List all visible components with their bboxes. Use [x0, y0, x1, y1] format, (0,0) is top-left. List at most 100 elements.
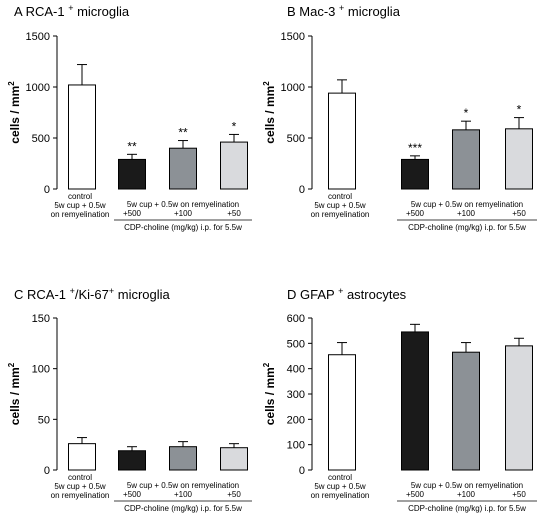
control-label-line2: 5w cup + 0.5w: [314, 201, 366, 210]
dose-label: +500: [406, 209, 425, 218]
bar-dose-50: [220, 447, 248, 471]
treatment-label: CDP-choline (mg/kg) i.p. for 5.5w: [124, 504, 242, 513]
y-axis-label-superscript: 2: [262, 362, 271, 367]
bar-control: [328, 92, 356, 190]
significance-marker: **: [127, 139, 137, 153]
title-superscript: +: [70, 286, 75, 296]
panel-letter: C: [14, 287, 27, 302]
control-label-line1: control: [328, 192, 352, 201]
title-mid: /Ki-67: [75, 287, 109, 302]
bar-dose-500: [118, 158, 146, 190]
y-tick-label: 0: [44, 184, 50, 196]
y-tick-label: 100: [287, 440, 305, 452]
group-header: 5w cup + 0.5w on remyelination: [411, 200, 523, 209]
y-axis-label: cells / mm2: [7, 81, 22, 144]
treatment-label: CDP-choline (mg/kg) i.p. for 5.5w: [408, 223, 526, 232]
y-axis-label-text: cells / mm: [8, 86, 22, 144]
bar-dose-500: [401, 331, 429, 471]
y-tick-label: 500: [287, 133, 305, 145]
panel-d: D GFAP + astrocytes cells / mm2 0 100 200 300…: [262, 286, 537, 513]
dose-label: +100: [457, 490, 476, 499]
y-tick-label: 1000: [26, 82, 50, 94]
title-superscript: +: [339, 3, 344, 13]
panel-letter: D: [287, 287, 300, 302]
bar-dose-50: [220, 141, 248, 190]
dose-label: +500: [406, 490, 425, 499]
y-tick-label: 0: [299, 184, 305, 196]
title-superscript: +: [338, 286, 343, 296]
control-label-line2: 5w cup + 0.5w: [314, 482, 366, 491]
y-tick-label: 200: [287, 414, 305, 426]
bar-dose-50: [505, 128, 533, 190]
dose-label: +100: [174, 490, 193, 499]
y-axis-label-text: cells / mm: [263, 86, 277, 144]
dose-label: +500: [123, 490, 142, 499]
title-suffix: astrocytes: [343, 287, 406, 302]
y-tick-label: 1500: [26, 31, 50, 43]
dose-label: +500: [123, 209, 142, 218]
y-tick-label: 100: [32, 364, 50, 376]
dose-label: +50: [512, 209, 526, 218]
title-marker: RCA-1: [27, 287, 70, 302]
bar-control: [68, 443, 96, 471]
control-label-line3: on remyelination: [311, 491, 370, 500]
y-tick-label: 500: [32, 133, 50, 145]
bar-control: [328, 354, 356, 471]
treatment-label: CDP-choline (mg/kg) i.p. for 5.5w: [408, 504, 526, 513]
panel-letter: B: [287, 4, 299, 19]
panel-title: A RCA-1 + microglia: [14, 3, 130, 19]
y-axis-label-text: cells / mm: [8, 367, 22, 425]
panel-title: C RCA-1 +/Ki-67+ microglia: [14, 286, 171, 302]
y-axis-label-superscript: 2: [262, 81, 271, 86]
y-axis-label: cells / mm2: [262, 81, 277, 144]
y-tick-label: 0: [44, 465, 50, 477]
y-axis-label: cells / mm2: [262, 362, 277, 425]
y-tick-label: 500: [287, 338, 305, 350]
significance-marker: ***: [408, 141, 422, 155]
y-axis-label-superscript: 2: [7, 362, 16, 367]
title-marker: GFAP: [300, 287, 338, 302]
panel-title: B Mac-3 + microglia: [287, 3, 401, 19]
y-tick-label: 300: [287, 389, 305, 401]
bar-dose-500: [118, 450, 146, 471]
dose-label: +50: [512, 490, 526, 499]
bar-control: [68, 84, 96, 190]
significance-marker: *: [517, 103, 522, 117]
bar-dose-100: [169, 446, 197, 471]
bar-dose-500: [401, 158, 429, 190]
group-header: 5w cup + 0.5w on remyelination: [411, 481, 523, 490]
dose-label: +100: [174, 209, 193, 218]
group-header: 5w cup + 0.5w on remyelination: [127, 200, 239, 209]
group-header: 5w cup + 0.5w on remyelination: [127, 481, 239, 490]
control-label-line1: control: [328, 473, 352, 482]
y-tick-label: 400: [287, 364, 305, 376]
dose-label: +50: [227, 209, 241, 218]
y-tick-label: 1500: [281, 31, 305, 43]
dose-label: +100: [457, 209, 476, 218]
significance-marker: *: [464, 106, 469, 120]
panel-c: C RCA-1 +/Ki-67+ microglia cells / mm2 0 50…: [7, 286, 252, 513]
title-marker: RCA-1: [26, 4, 69, 19]
title-suffix: microglia: [114, 287, 170, 302]
significance-marker: *: [232, 119, 237, 133]
significance-marker: **: [178, 126, 188, 140]
bar-dose-100: [452, 129, 480, 190]
panel-letter: A: [14, 4, 26, 19]
title-superscript-2: +: [109, 286, 114, 296]
bar-dose-100: [169, 147, 197, 190]
y-tick-label: 1000: [281, 82, 305, 94]
title-superscript: +: [68, 3, 73, 13]
control-label-line1: control: [68, 192, 92, 201]
panel-b: B Mac-3 + microglia cells / mm2 0 500 1000 15…: [262, 3, 537, 232]
title-suffix: microglia: [73, 4, 129, 19]
panel-a: A RCA-1 + microglia cells / mm2 0 500 1000 15…: [7, 3, 252, 232]
y-axis-label: cells / mm2: [7, 362, 22, 425]
control-label-line2: 5w cup + 0.5w: [54, 482, 106, 491]
treatment-label: CDP-choline (mg/kg) i.p. for 5.5w: [124, 223, 242, 232]
y-tick-label: 150: [32, 313, 50, 325]
control-label-line3: on remyelination: [51, 210, 110, 219]
control-label-line2: 5w cup + 0.5w: [54, 201, 106, 210]
bar-dose-50: [505, 345, 533, 471]
dose-label: +50: [227, 490, 241, 499]
control-label-line3: on remyelination: [51, 491, 110, 500]
